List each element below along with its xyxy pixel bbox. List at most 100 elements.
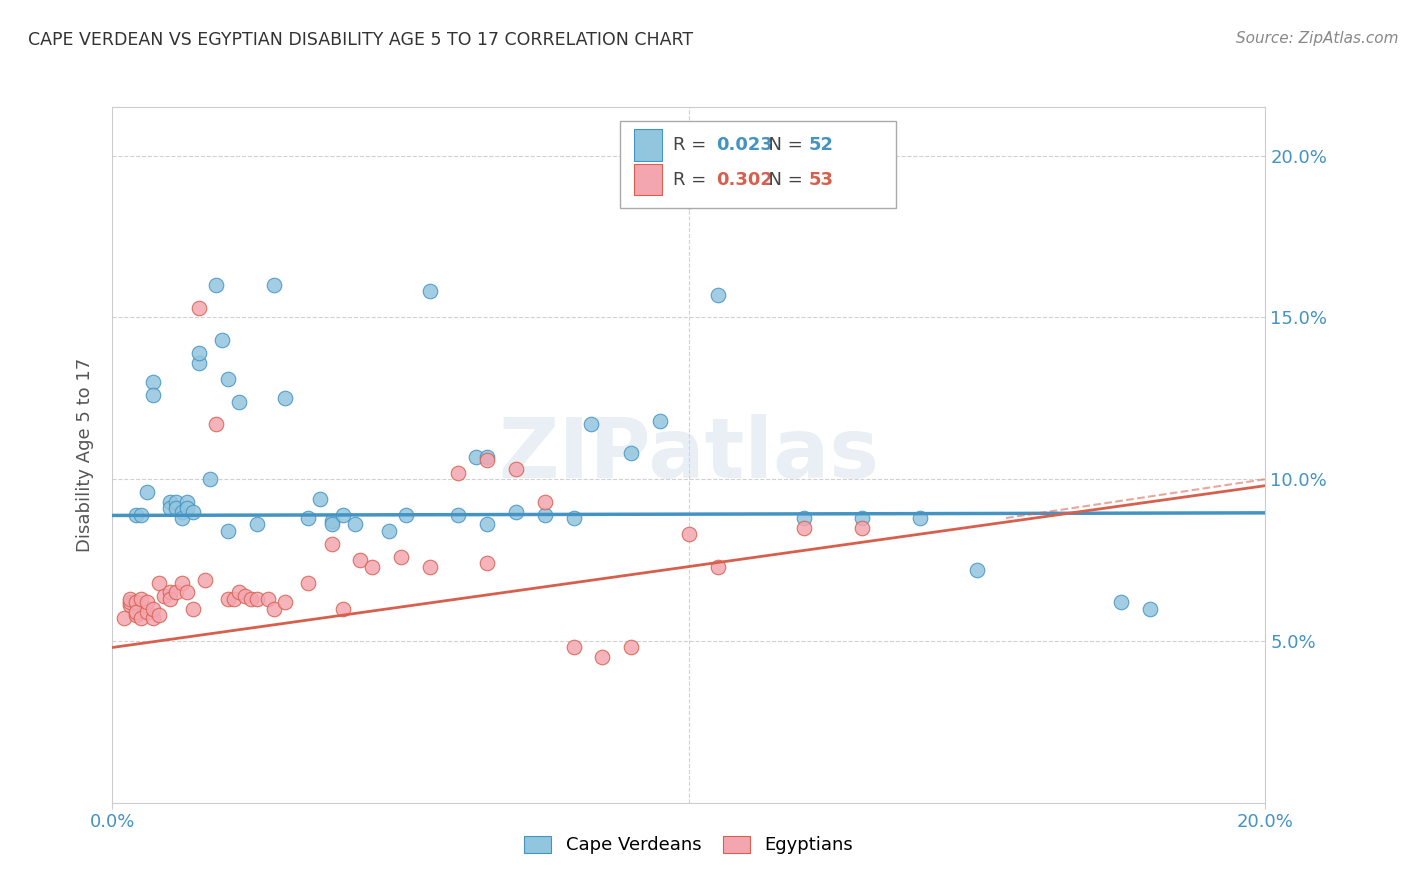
- Point: [620, 446, 643, 460]
- Point: [966, 563, 988, 577]
- Point: [332, 508, 354, 522]
- Point: [592, 650, 614, 665]
- Text: N =: N =: [756, 170, 808, 189]
- Text: 0.023: 0.023: [717, 136, 773, 154]
- Point: [851, 521, 873, 535]
- Point: [181, 601, 204, 615]
- Point: [176, 495, 198, 509]
- Point: [170, 575, 193, 590]
- Point: [245, 517, 267, 532]
- Point: [321, 517, 343, 532]
- Point: [159, 585, 181, 599]
- Point: [148, 608, 170, 623]
- Point: [217, 591, 239, 606]
- Point: [263, 278, 285, 293]
- Text: Source: ZipAtlas.com: Source: ZipAtlas.com: [1236, 31, 1399, 46]
- Point: [142, 601, 165, 615]
- Point: [505, 504, 527, 518]
- Point: [343, 517, 366, 532]
- Point: [165, 585, 187, 599]
- Point: [118, 599, 141, 613]
- Text: 0.302: 0.302: [717, 170, 773, 189]
- Text: R =: R =: [673, 170, 711, 189]
- Point: [297, 575, 319, 590]
- Point: [1111, 595, 1133, 609]
- Text: 52: 52: [808, 136, 834, 154]
- Point: [464, 450, 486, 464]
- Point: [447, 466, 470, 480]
- Point: [239, 591, 262, 606]
- Point: [475, 557, 498, 571]
- Point: [142, 611, 165, 625]
- Point: [309, 491, 332, 506]
- Text: CAPE VERDEAN VS EGYPTIAN DISABILITY AGE 5 TO 17 CORRELATION CHART: CAPE VERDEAN VS EGYPTIAN DISABILITY AGE …: [28, 31, 693, 49]
- Point: [159, 591, 181, 606]
- Point: [159, 501, 181, 516]
- Point: [706, 559, 728, 574]
- Point: [228, 585, 250, 599]
- Point: [118, 591, 141, 606]
- Y-axis label: Disability Age 5 to 17: Disability Age 5 to 17: [76, 358, 94, 552]
- Point: [274, 595, 297, 609]
- Point: [349, 553, 371, 567]
- Point: [793, 511, 815, 525]
- Point: [142, 388, 165, 402]
- Point: [181, 504, 204, 518]
- Point: [389, 549, 412, 564]
- Point: [205, 417, 228, 432]
- Point: [908, 511, 931, 525]
- Point: [124, 508, 146, 522]
- Point: [136, 485, 159, 500]
- Point: [378, 524, 401, 538]
- Point: [129, 508, 153, 522]
- Point: [148, 575, 170, 590]
- Point: [263, 601, 285, 615]
- Point: [165, 495, 187, 509]
- Text: ZIPatlas: ZIPatlas: [499, 415, 879, 495]
- Point: [851, 511, 873, 525]
- FancyBboxPatch shape: [620, 121, 897, 208]
- Point: [505, 462, 527, 476]
- Point: [562, 640, 585, 655]
- Point: [129, 611, 153, 625]
- Point: [211, 333, 233, 347]
- FancyBboxPatch shape: [634, 164, 662, 195]
- Point: [475, 517, 498, 532]
- Point: [217, 524, 239, 538]
- Point: [200, 472, 222, 486]
- Point: [136, 595, 159, 609]
- Point: [188, 356, 211, 370]
- Point: [124, 608, 146, 623]
- Point: [1139, 601, 1161, 615]
- Point: [205, 278, 228, 293]
- Point: [142, 375, 165, 389]
- Point: [579, 417, 602, 432]
- Point: [678, 527, 700, 541]
- Text: N =: N =: [756, 136, 808, 154]
- Point: [188, 346, 211, 360]
- Text: R =: R =: [673, 136, 711, 154]
- Point: [245, 591, 267, 606]
- Point: [165, 501, 187, 516]
- Point: [419, 559, 441, 574]
- Point: [360, 559, 382, 574]
- Legend: Cape Verdeans, Egyptians: Cape Verdeans, Egyptians: [516, 827, 862, 863]
- Point: [475, 450, 498, 464]
- Point: [332, 601, 354, 615]
- Point: [153, 589, 176, 603]
- Text: 53: 53: [808, 170, 834, 189]
- Point: [678, 194, 700, 208]
- Point: [475, 452, 498, 467]
- Point: [562, 511, 585, 525]
- Point: [274, 392, 297, 406]
- Point: [233, 589, 256, 603]
- Point: [648, 414, 672, 428]
- Point: [136, 605, 159, 619]
- Point: [112, 611, 135, 625]
- Point: [533, 508, 555, 522]
- Point: [395, 508, 418, 522]
- Point: [170, 504, 193, 518]
- Point: [176, 501, 198, 516]
- Point: [706, 287, 728, 301]
- Point: [321, 537, 343, 551]
